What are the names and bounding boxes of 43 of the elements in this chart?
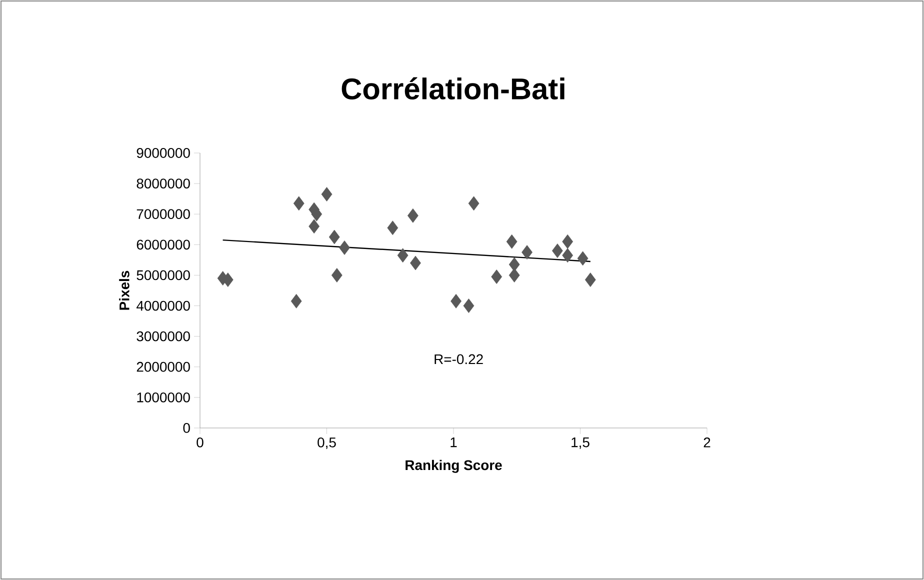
x-tick-label: 2 bbox=[704, 437, 710, 448]
point bbox=[577, 251, 588, 266]
x-tick-label: 0,5 bbox=[318, 437, 336, 450]
point bbox=[552, 244, 563, 258]
y-tick-label: 9000000 bbox=[136, 148, 190, 158]
y-tick-label: 8000000 bbox=[136, 178, 190, 188]
annotation: R=-0.22 bbox=[434, 354, 483, 364]
point bbox=[562, 248, 574, 263]
y-axis-title: Pixels bbox=[119, 270, 130, 310]
y-tick-label: 4000000 bbox=[136, 300, 190, 311]
point bbox=[562, 234, 574, 249]
point bbox=[463, 298, 474, 313]
point bbox=[290, 294, 302, 308]
y-tick-label: 5000000 bbox=[136, 270, 190, 280]
point bbox=[328, 230, 340, 244]
point bbox=[491, 270, 502, 284]
y-tick-label: 1000000 bbox=[137, 392, 190, 402]
point bbox=[508, 268, 520, 282]
point bbox=[293, 196, 304, 211]
point bbox=[387, 220, 398, 236]
point bbox=[339, 240, 350, 255]
point bbox=[522, 245, 532, 260]
point bbox=[397, 248, 408, 263]
point bbox=[468, 196, 480, 211]
y-tick-label: 7000000 bbox=[136, 209, 190, 220]
point bbox=[331, 268, 342, 282]
point bbox=[308, 219, 320, 234]
x-tick-label: 1,5 bbox=[572, 438, 590, 449]
point bbox=[584, 272, 596, 287]
point bbox=[408, 208, 418, 223]
y-tick-label: 0 bbox=[183, 423, 190, 433]
point bbox=[410, 256, 421, 270]
x-axis-title: Ranking Score bbox=[406, 460, 502, 473]
y-tick-label: 2000000 bbox=[136, 362, 190, 372]
y-tick-label: 6000000 bbox=[136, 240, 190, 250]
chart-title: Corrélation-Bati bbox=[342, 77, 564, 100]
x-tick-label: 0 bbox=[196, 437, 204, 448]
x-tick-label: 1 bbox=[450, 438, 457, 448]
point bbox=[321, 187, 332, 202]
point bbox=[506, 234, 518, 249]
point bbox=[508, 257, 520, 272]
y-tick-label: 3000000 bbox=[136, 331, 190, 342]
point bbox=[450, 294, 462, 308]
